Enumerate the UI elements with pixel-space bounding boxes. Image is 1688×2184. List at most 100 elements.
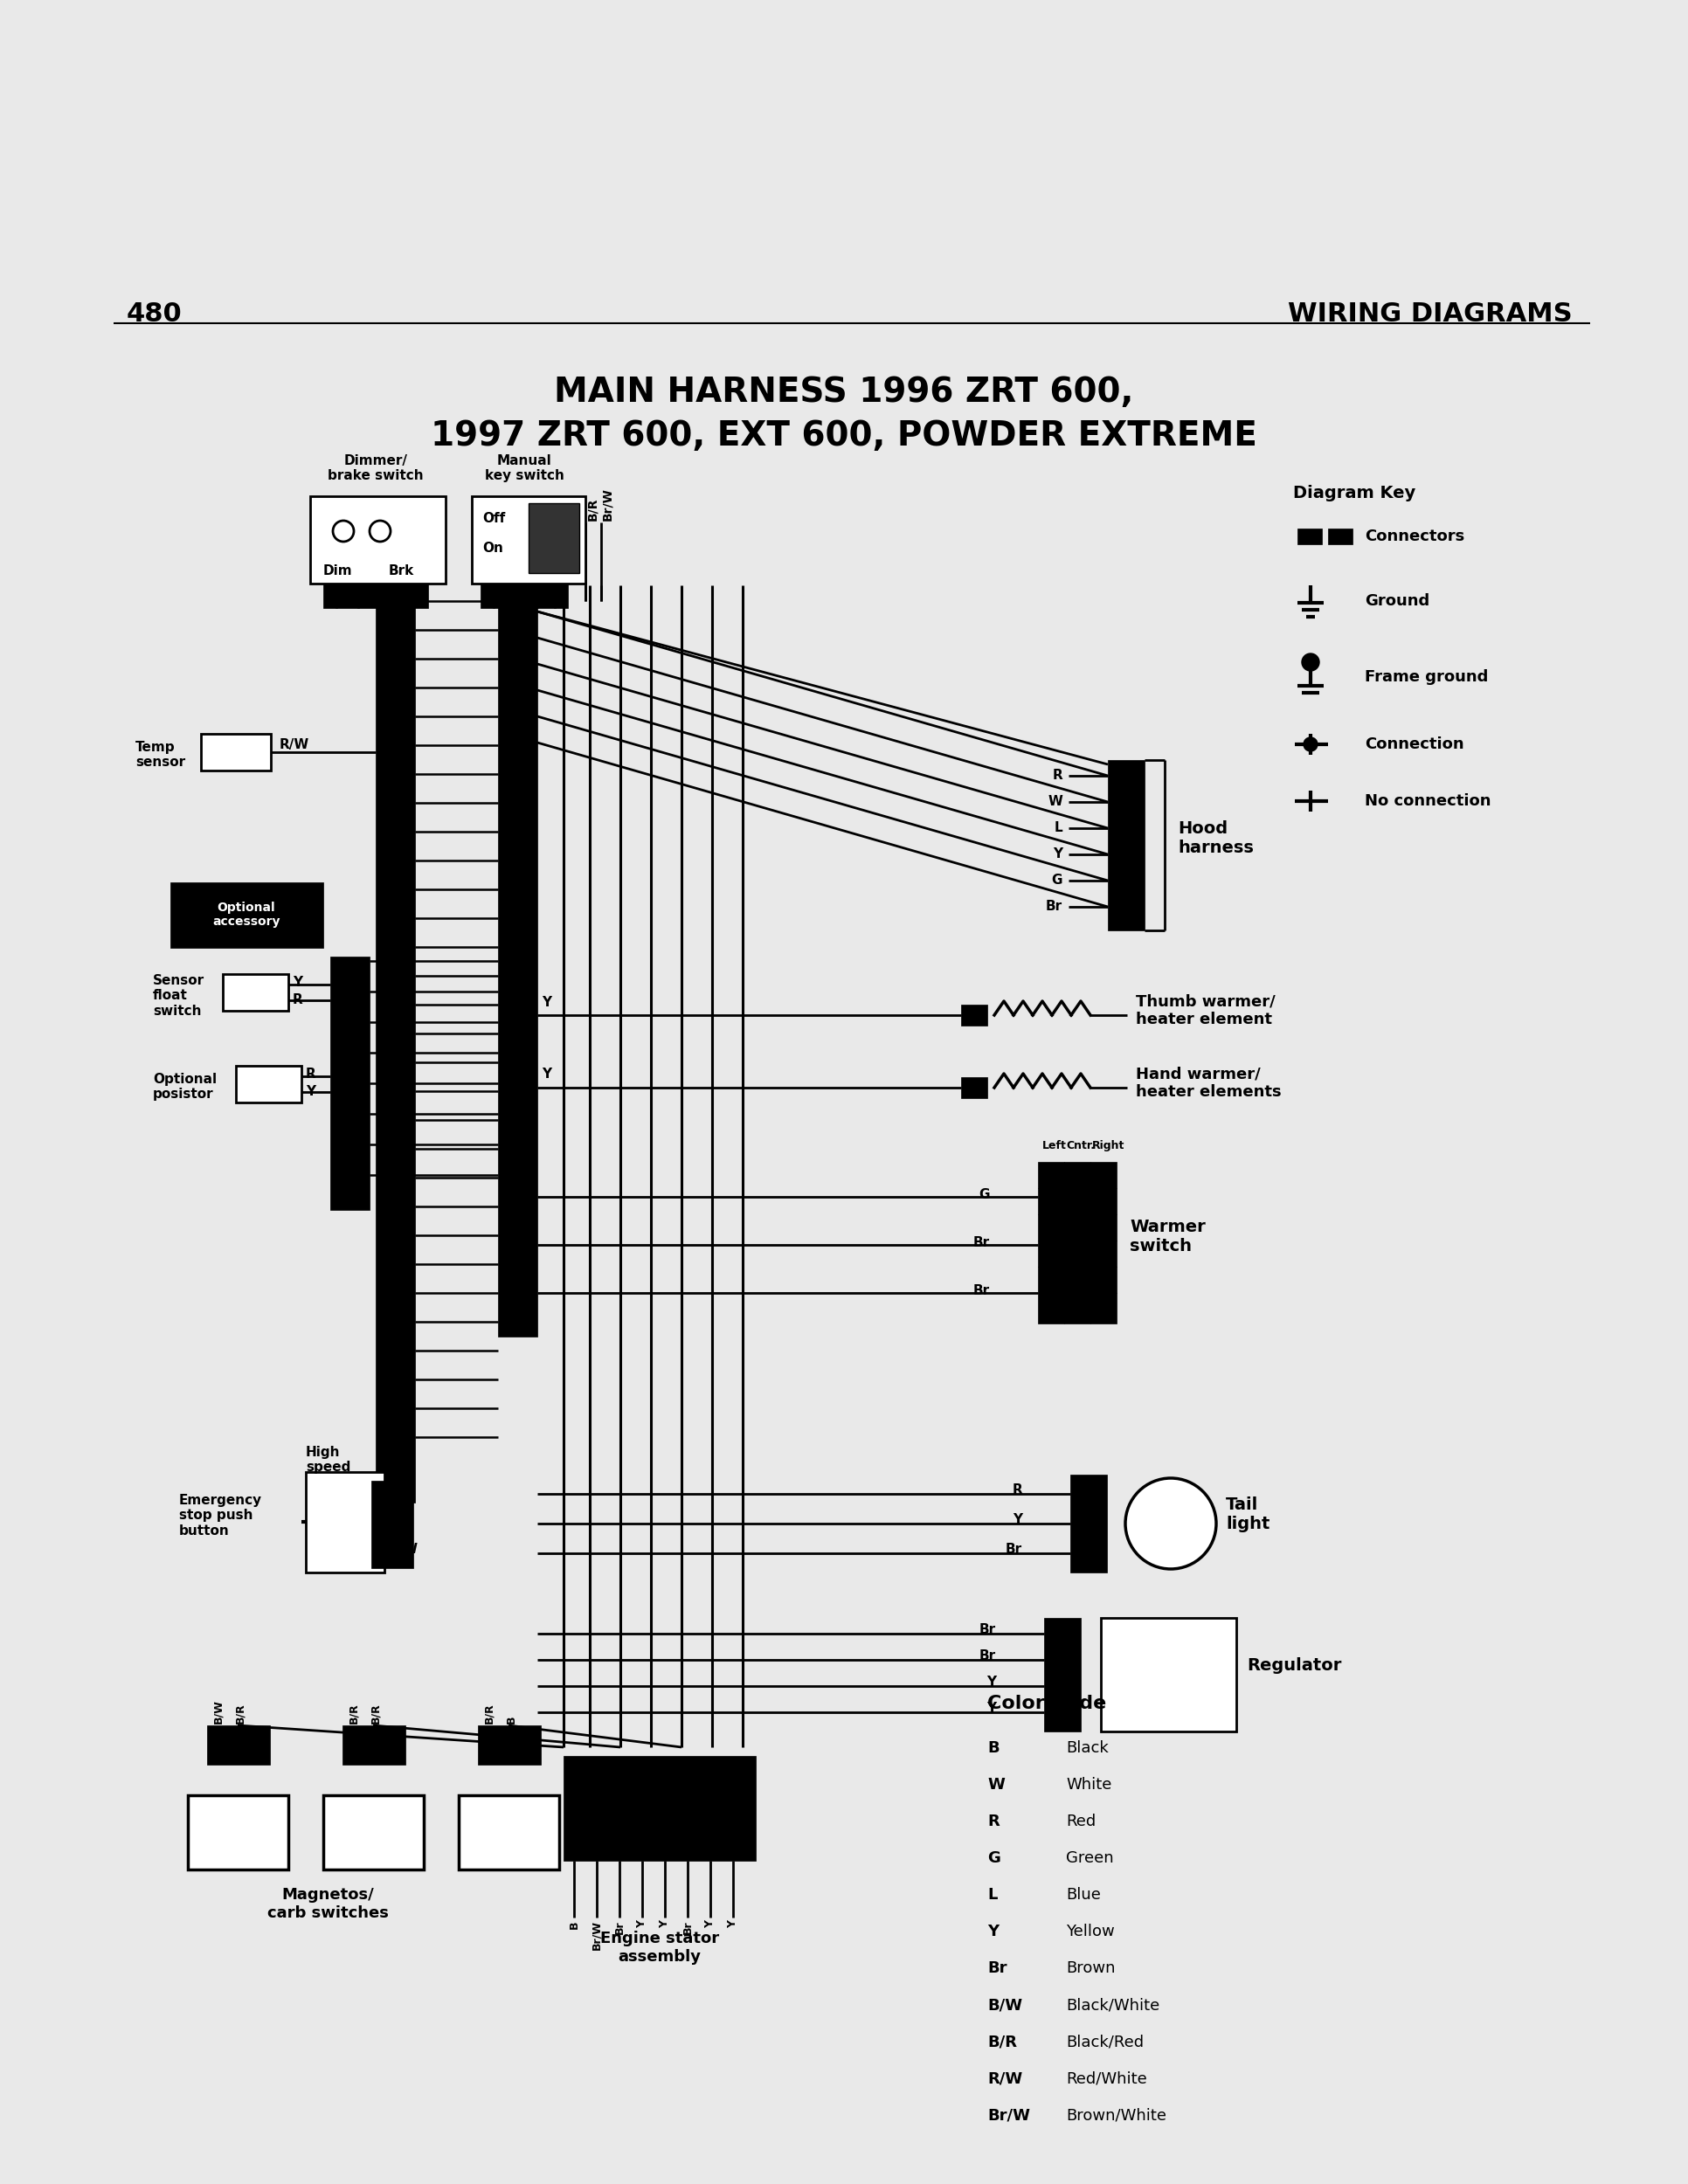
Text: Y: Y [636, 1920, 648, 1928]
Bar [236, 1066, 302, 1103]
Bar [343, 1725, 405, 1765]
Text: Y: Y [1053, 847, 1062, 860]
Text: G: G [987, 1850, 1001, 1865]
Text: Temp
sensor: Temp sensor [135, 740, 186, 769]
Text: Manual
key switch: Manual key switch [484, 454, 564, 483]
Text: No connection: No connection [1364, 793, 1491, 808]
Bar [459, 1795, 559, 1870]
Bar [1328, 529, 1352, 544]
Text: Brk: Brk [388, 563, 414, 577]
Circle shape [1303, 738, 1318, 751]
Bar [187, 1795, 289, 1870]
Text: Off: Off [483, 511, 505, 524]
Text: B/R: B/R [370, 1704, 381, 1723]
Text: B/W: B/W [987, 1996, 1023, 2014]
Bar [201, 734, 270, 771]
Text: Sensor
float
switch: Sensor float switch [154, 974, 204, 1018]
Text: B: B [388, 1481, 398, 1494]
Text: Connection: Connection [1364, 736, 1463, 751]
Text: High
speed: High speed [306, 1446, 351, 1474]
Text: Hand warmer/
heater elements: Hand warmer/ heater elements [1136, 1066, 1281, 1101]
Text: Optional
posistor: Optional posistor [154, 1072, 216, 1101]
Bar [481, 583, 567, 607]
Text: Y: Y [542, 1068, 552, 1081]
Text: Red: Red [1065, 1813, 1096, 1830]
Text: Hood
harness: Hood harness [1178, 821, 1254, 856]
Text: Br: Br [1006, 1542, 1023, 1555]
Text: Emergency
stop push
button: Emergency stop push button [179, 1494, 262, 1538]
Text: B/R: B/R [586, 498, 599, 520]
Text: Br: Br [979, 1623, 996, 1636]
Text: Engine stator
assembly: Engine stator assembly [601, 1931, 719, 1966]
Bar [1070, 1474, 1107, 1572]
Text: G: G [1052, 874, 1062, 887]
Text: Y: Y [704, 1920, 716, 1928]
Text: B/R: B/R [388, 1511, 414, 1524]
Text: Black/Red: Black/Red [1065, 2033, 1144, 2049]
Text: Y: Y [542, 996, 552, 1009]
Text: On: On [483, 542, 503, 555]
Text: B/R: B/R [235, 1704, 246, 1723]
Text: Connectors: Connectors [1364, 529, 1465, 544]
Text: R: R [1052, 769, 1062, 782]
Bar [960, 1077, 987, 1099]
Bar [478, 1725, 540, 1765]
Text: L: L [987, 1887, 998, 1902]
Text: W: W [987, 1778, 1004, 1793]
Text: 1997 ZRT 600, EXT 600, POWDER EXTREME: 1997 ZRT 600, EXT 600, POWDER EXTREME [430, 419, 1258, 452]
Text: White: White [1065, 1778, 1112, 1793]
Text: Br/W: Br/W [601, 487, 613, 520]
Text: W: W [1048, 795, 1062, 808]
Text: Black/White: Black/White [1065, 1996, 1160, 2014]
Bar [960, 1005, 987, 1026]
Circle shape [1126, 1479, 1215, 1568]
Text: B/R: B/R [348, 1704, 360, 1723]
Text: Y: Y [986, 1701, 996, 1714]
Text: Thumb warmer/
heater element: Thumb warmer/ heater element [1136, 994, 1276, 1029]
Text: Br: Br [614, 1920, 625, 1933]
Circle shape [1301, 653, 1320, 670]
Text: R/W: R/W [280, 738, 309, 751]
Bar [528, 502, 579, 572]
Bar [1107, 760, 1144, 930]
Text: Br/W: Br/W [591, 1920, 603, 1950]
Text: Regulator: Regulator [1247, 1658, 1342, 1675]
Text: Br: Br [987, 1961, 1008, 1977]
Text: Brown/White: Brown/White [1065, 2108, 1166, 2123]
Text: Color Code: Color Code [987, 1695, 1106, 1712]
Bar [324, 1795, 424, 1870]
Bar [331, 957, 370, 1210]
Bar [1101, 1618, 1236, 1732]
Text: R: R [292, 994, 302, 1007]
Text: Br: Br [979, 1649, 996, 1662]
Text: Frame ground: Frame ground [1364, 668, 1489, 686]
Text: Y: Y [986, 1675, 996, 1688]
Text: B: B [505, 1714, 517, 1723]
Text: Cntr.: Cntr. [1065, 1140, 1096, 1151]
Bar [376, 585, 415, 1503]
Bar [208, 1725, 270, 1765]
Bar [564, 1756, 756, 1861]
Text: Y: Y [728, 1920, 739, 1928]
Text: Dimmer/
brake switch: Dimmer/ brake switch [327, 454, 424, 483]
Bar [311, 496, 446, 583]
Text: Y: Y [660, 1920, 670, 1928]
Text: Y: Y [292, 976, 302, 989]
Text: Red/White: Red/White [1065, 2070, 1146, 2086]
Text: Left: Left [1041, 1140, 1067, 1151]
Text: Blue: Blue [1065, 1887, 1101, 1902]
Text: R/W: R/W [987, 2070, 1023, 2086]
Text: Right: Right [1092, 1140, 1124, 1151]
Text: R: R [987, 1813, 999, 1830]
Bar [324, 583, 429, 607]
Text: R: R [1013, 1483, 1023, 1496]
Bar [371, 1481, 414, 1568]
Text: Br: Br [1047, 900, 1062, 913]
Bar [1045, 1618, 1080, 1732]
Text: Tail
light: Tail light [1225, 1496, 1269, 1531]
Text: Dim: Dim [324, 563, 353, 577]
Text: B/W: B/W [213, 1699, 225, 1723]
Text: Green: Green [1065, 1850, 1114, 1865]
Bar [473, 496, 586, 583]
Text: Br/W: Br/W [987, 2108, 1030, 2123]
